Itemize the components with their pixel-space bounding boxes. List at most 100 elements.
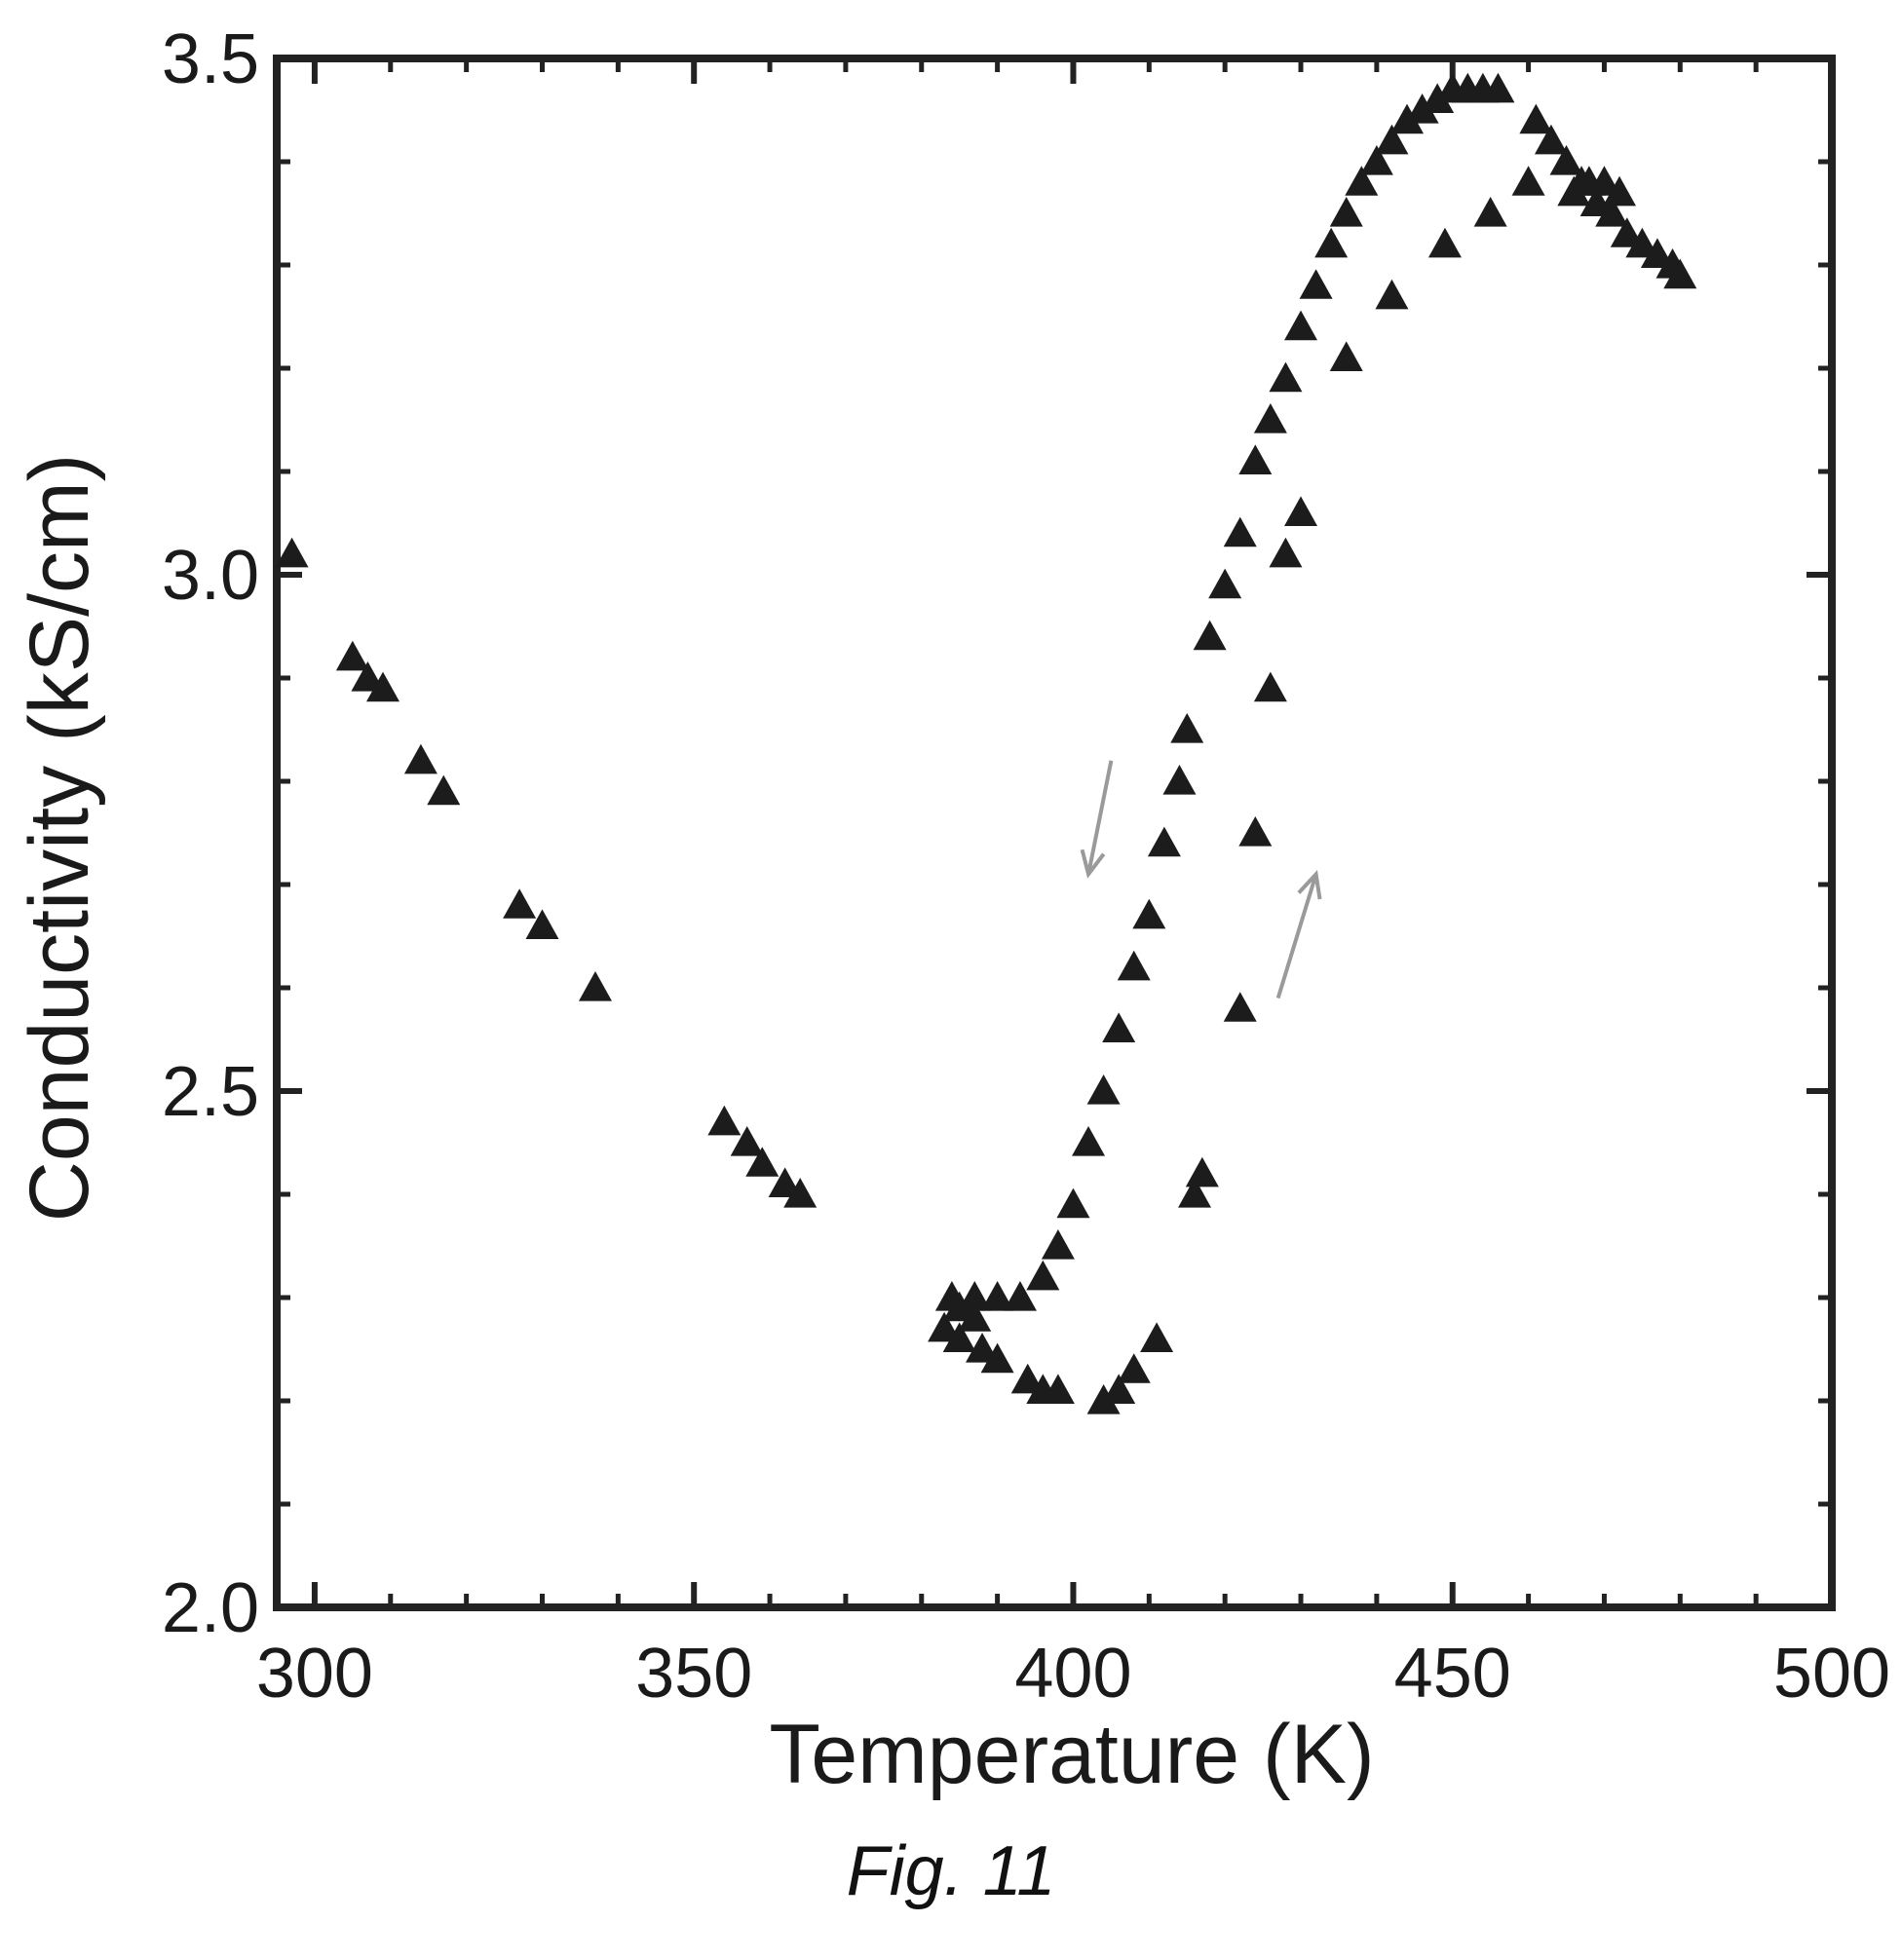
y-axis-title: Conductivity (kS/cm)	[13, 454, 106, 1223]
arrow-up-shaft	[1275, 873, 1318, 999]
data-point-triangle	[1557, 175, 1591, 207]
data-point-triangle	[1102, 1374, 1136, 1404]
data-point-triangle	[1253, 671, 1287, 702]
data-point-triangle	[1625, 227, 1659, 258]
y-tick-label: 3.5	[162, 20, 259, 98]
data-point-triangle	[1208, 568, 1242, 599]
data-point-triangle	[1519, 103, 1553, 134]
data-point-triangle	[1603, 175, 1637, 207]
data-point-triangle	[525, 909, 559, 939]
data-point-triangle	[942, 1322, 976, 1352]
data-point-triangle	[1390, 103, 1425, 134]
x-tick-label: 500	[1773, 1635, 1890, 1713]
data-point-triangle	[1223, 992, 1257, 1022]
data-point-triangle	[351, 661, 385, 692]
plot-frame	[273, 55, 1836, 1611]
data-point-triangle	[928, 1311, 962, 1342]
data-point-triangle	[1405, 94, 1439, 124]
data-point-triangle	[1223, 516, 1257, 547]
data-point-triangle	[980, 1342, 1014, 1374]
data-point-triangle	[1329, 341, 1363, 371]
tick-labels: 300 350 400 450 500 2.0 2.5 3.0 3.5	[162, 20, 1890, 1713]
data-point-triangle	[1253, 403, 1287, 433]
data-point-triangle	[1056, 1187, 1090, 1219]
data-point-triangle	[783, 1178, 818, 1208]
data-point-triangle	[403, 743, 437, 774]
data-point-triangle	[1132, 898, 1166, 929]
data-point-triangle	[1663, 258, 1697, 289]
data-point-triangle	[1375, 124, 1409, 155]
data-point-triangle	[1427, 227, 1462, 258]
data-point-triangle	[958, 1281, 992, 1311]
data-point-triangle	[1572, 166, 1606, 196]
data-point-triangle	[1041, 1229, 1075, 1260]
x-tick-label: 300	[256, 1635, 373, 1713]
x-tick-label: 450	[1394, 1635, 1511, 1713]
data-markers	[275, 72, 1697, 1414]
data-point-triangle	[1269, 537, 1303, 568]
data-point-triangle	[1481, 72, 1515, 103]
data-point-triangle	[1170, 713, 1204, 743]
data-point-triangle	[1193, 620, 1227, 651]
data-point-triangle	[1117, 950, 1151, 981]
figure-caption: Fig. 11	[847, 1832, 1056, 1910]
data-point-triangle	[1549, 145, 1583, 175]
x-axis-title: Temperature (K)	[769, 1708, 1374, 1801]
arrow-down-shaft	[1086, 760, 1114, 875]
arrow-down-icon	[1080, 848, 1106, 879]
arrow-up-icon	[1297, 870, 1322, 900]
data-point-triangle	[1595, 197, 1629, 227]
data-point-triangle	[1185, 1156, 1219, 1187]
data-point-triangle	[980, 1281, 1014, 1311]
data-point-triangle	[1072, 1126, 1106, 1156]
data-point-triangle	[966, 1333, 1000, 1363]
data-point-triangle	[1269, 361, 1303, 393]
data-point-triangle	[1147, 826, 1181, 857]
data-point-triangle	[1640, 238, 1674, 268]
data-point-triangle	[1284, 310, 1318, 341]
data-point-triangle	[1140, 1322, 1174, 1352]
data-point-triangle	[335, 640, 369, 671]
data-point-triangle	[958, 1301, 992, 1332]
data-point-triangle	[1610, 217, 1644, 247]
data-point-triangle	[1010, 1363, 1045, 1394]
plot-area	[273, 55, 1836, 1611]
data-point-triangle	[1473, 197, 1507, 227]
data-point-triangle	[1359, 145, 1393, 175]
data-point-triangle	[1329, 197, 1363, 227]
data-point-triangle	[1086, 1384, 1121, 1414]
data-point-triangle	[1102, 1012, 1136, 1042]
data-point-triangle	[1117, 1353, 1151, 1383]
x-tick-label: 400	[1014, 1635, 1131, 1713]
data-point-triangle	[1178, 1178, 1212, 1208]
data-point-triangle	[1511, 166, 1545, 196]
data-point-triangle	[1534, 124, 1568, 155]
data-point-triangle	[503, 888, 537, 919]
data-point-triangle	[745, 1147, 780, 1177]
axis-ticks	[277, 56, 1835, 1610]
data-point-triangle	[427, 774, 461, 806]
data-point-triangle	[1238, 816, 1273, 847]
data-point-triangle	[942, 1291, 976, 1322]
data-point-triangle	[730, 1126, 764, 1156]
data-point-triangle	[707, 1105, 742, 1136]
direction-arrows	[1080, 760, 1322, 999]
data-point-triangle	[1579, 186, 1614, 216]
y-tick-label: 2.5	[162, 1053, 259, 1131]
data-point-triangle	[1314, 227, 1349, 258]
data-point-triangle	[1345, 166, 1379, 196]
data-point-triangle	[768, 1167, 802, 1197]
data-point-triangle	[1421, 83, 1455, 113]
data-point-triangle	[275, 537, 309, 568]
data-point-triangle	[1375, 279, 1409, 310]
x-tick-label: 350	[635, 1635, 752, 1713]
data-point-triangle	[1238, 444, 1273, 474]
y-tick-label: 3.0	[162, 537, 259, 615]
data-point-triangle	[1026, 1260, 1060, 1291]
data-point-triangle	[365, 671, 399, 702]
y-tick-label: 2.0	[162, 1569, 259, 1647]
data-point-triangle	[1162, 765, 1197, 795]
data-point-triangle	[1284, 496, 1318, 526]
data-point-triangle	[1086, 1074, 1121, 1105]
